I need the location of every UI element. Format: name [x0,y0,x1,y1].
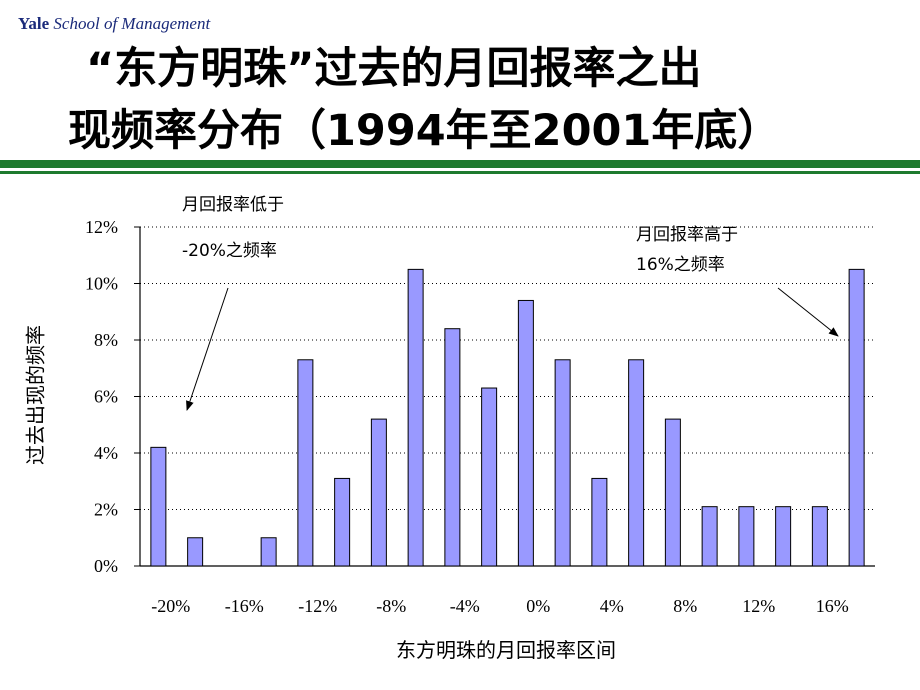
x-tick-label: 0% [526,596,550,616]
bar [260,537,277,567]
title-rule-thick [0,160,920,168]
x-tick-label: 16% [816,596,849,616]
y-tick-label: 6% [94,387,118,407]
x-tick-label: -8% [376,596,406,616]
bar [407,268,424,567]
x-axis-label: 东方明珠的月回报率区间 [396,638,616,662]
bar [150,446,167,567]
y-tick-label: 2% [94,500,118,520]
y-tick-label: 8% [94,330,118,350]
title-line-1: “东方明珠”过去的月回报率之出 [86,44,702,94]
bar [848,268,865,567]
x-tick-label: 8% [673,596,697,616]
bar [554,359,571,567]
y-tick-label: 0% [94,556,118,576]
bar [591,477,608,567]
annotation-arrow-high [777,287,839,337]
slide-title: “东方明珠”过去的月回报率之出 现频率分布（1994年至2001年底） [60,38,880,162]
bar [187,537,204,567]
bar [370,418,387,567]
x-tick-label: -12% [298,596,337,616]
bar [701,506,718,567]
y-tick-label: 4% [94,443,118,463]
bar [517,299,534,567]
annotation-low-line2: -20%之频率 [182,241,277,261]
bar [628,359,645,567]
header-school: School of Management [53,14,211,33]
x-tick-label: -16% [225,596,264,616]
x-tick-label: 4% [600,596,624,616]
annotation-arrow-low [186,287,229,411]
annotation-high-line2: 16%之频率 [636,255,725,275]
x-tick-label: 12% [742,596,775,616]
bar [738,506,755,567]
bar [297,359,314,567]
y-tick-label: 12% [85,217,118,237]
bar [334,477,351,567]
school-header: Yale School of Management [18,14,210,34]
bar [811,506,828,567]
bar [664,418,681,567]
title-rule-thin [0,171,920,174]
annotation-low-line1: 月回报率低于 [182,195,284,215]
bar [481,387,498,567]
bar [775,506,792,567]
title-line-2: 现频率分布（1994年至2001年底） [68,106,781,156]
x-tick-label: -20% [151,596,190,616]
header-yale: Yale [18,14,50,33]
y-axis-label: 过去出现的频率 [23,325,48,465]
annotation-high-line1: 月回报率高于 [636,225,738,245]
bar [444,328,461,567]
y-tick-label: 10% [85,274,118,294]
x-tick-label: -4% [450,596,480,616]
